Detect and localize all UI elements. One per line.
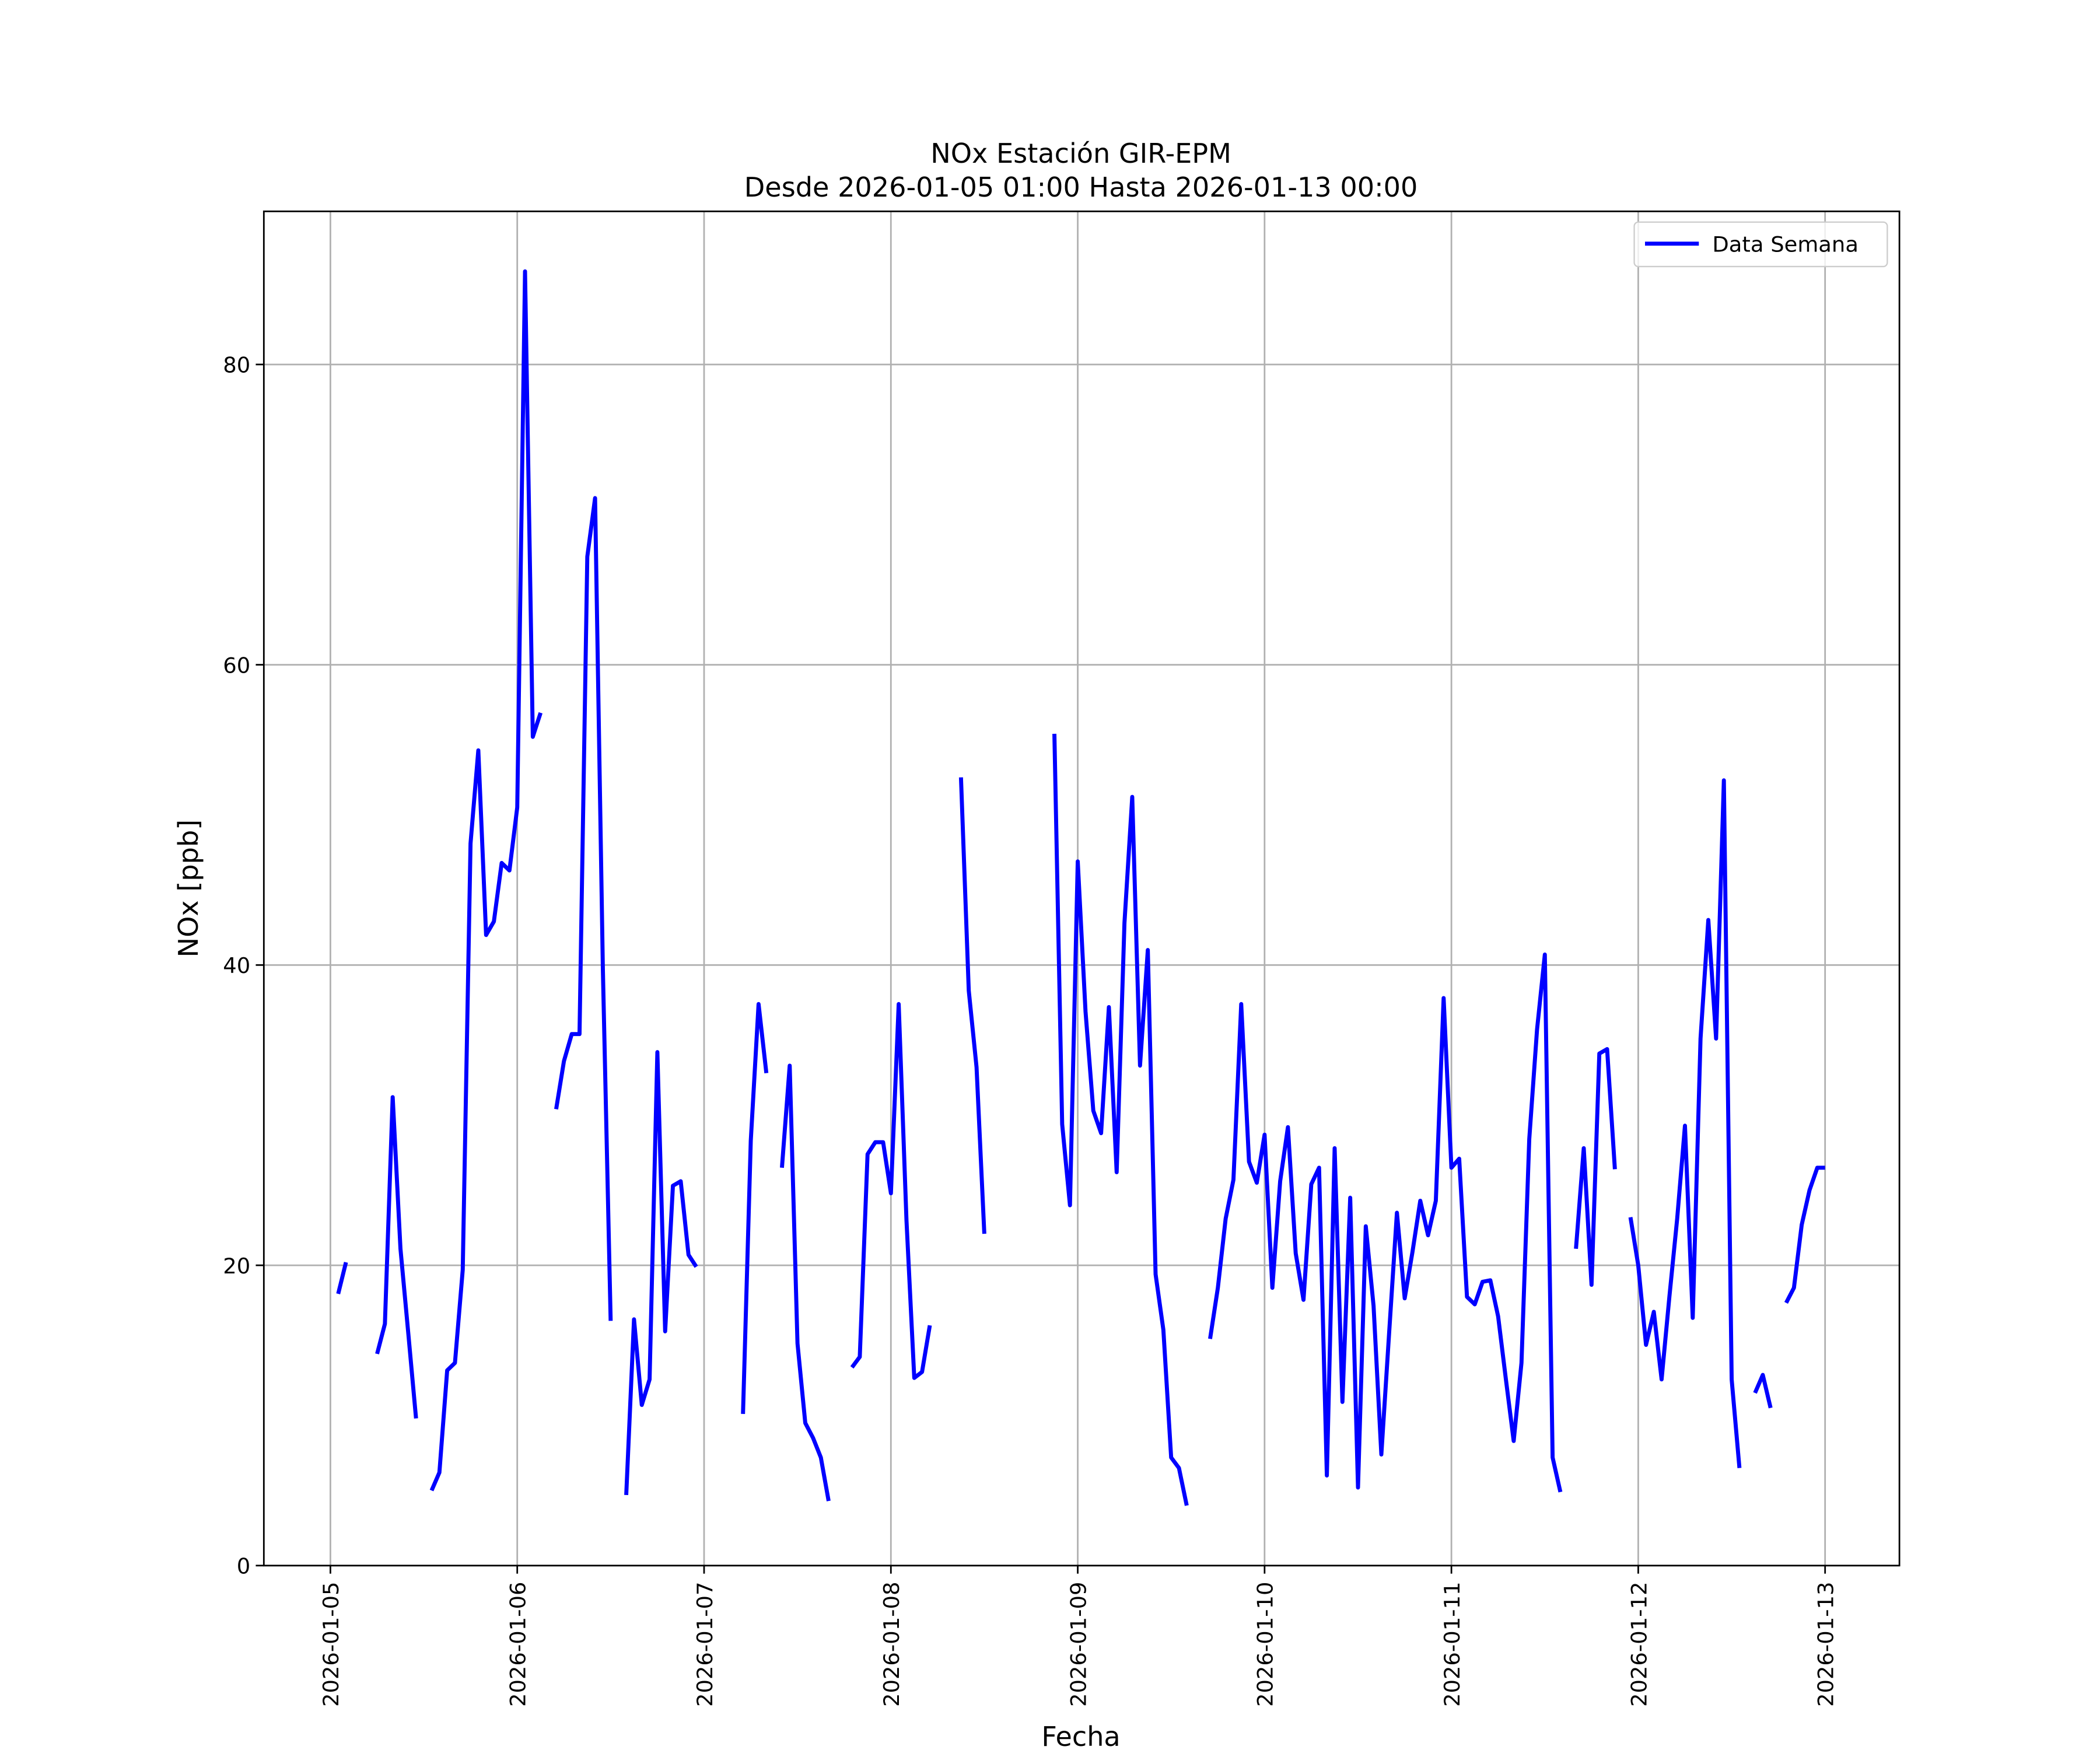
legend-box bbox=[1633, 221, 1888, 268]
x-tick-label: 2026-01-11 bbox=[1440, 1582, 1465, 1707]
x-tick-label: 2026-01-10 bbox=[1253, 1582, 1278, 1707]
x-tick-label: 2026-01-12 bbox=[1626, 1582, 1651, 1707]
y-tick-label: 20 bbox=[223, 1254, 250, 1279]
x-tick-label: 2026-01-13 bbox=[1814, 1582, 1839, 1707]
x-tick-label: 2026-01-07 bbox=[692, 1582, 718, 1707]
x-tick-label: 2026-01-06 bbox=[506, 1582, 531, 1707]
x-tick-label: 2026-01-05 bbox=[318, 1582, 344, 1707]
y-tick-label: 40 bbox=[223, 953, 250, 978]
y-tick-label: 60 bbox=[223, 653, 250, 678]
x-tick-label: 2026-01-08 bbox=[879, 1582, 904, 1707]
y-tick-label: 0 bbox=[237, 1554, 250, 1579]
plot-frame bbox=[262, 210, 1901, 1567]
legend-label: Data Semana bbox=[1712, 232, 1859, 257]
y-tick-label: 80 bbox=[223, 353, 250, 378]
chart-subtitle: Desde 2026-01-05 01:00 Hasta 2026-01-13 … bbox=[744, 172, 1418, 203]
chart-title: NOx Estación GIR-EPM bbox=[930, 138, 1231, 169]
y-axis-label: NOx [ppb] bbox=[173, 820, 204, 958]
data-line bbox=[336, 269, 1825, 1506]
x-tick-label: 2026-01-09 bbox=[1066, 1582, 1091, 1707]
x-axis-label: Fecha bbox=[1041, 1721, 1120, 1750]
